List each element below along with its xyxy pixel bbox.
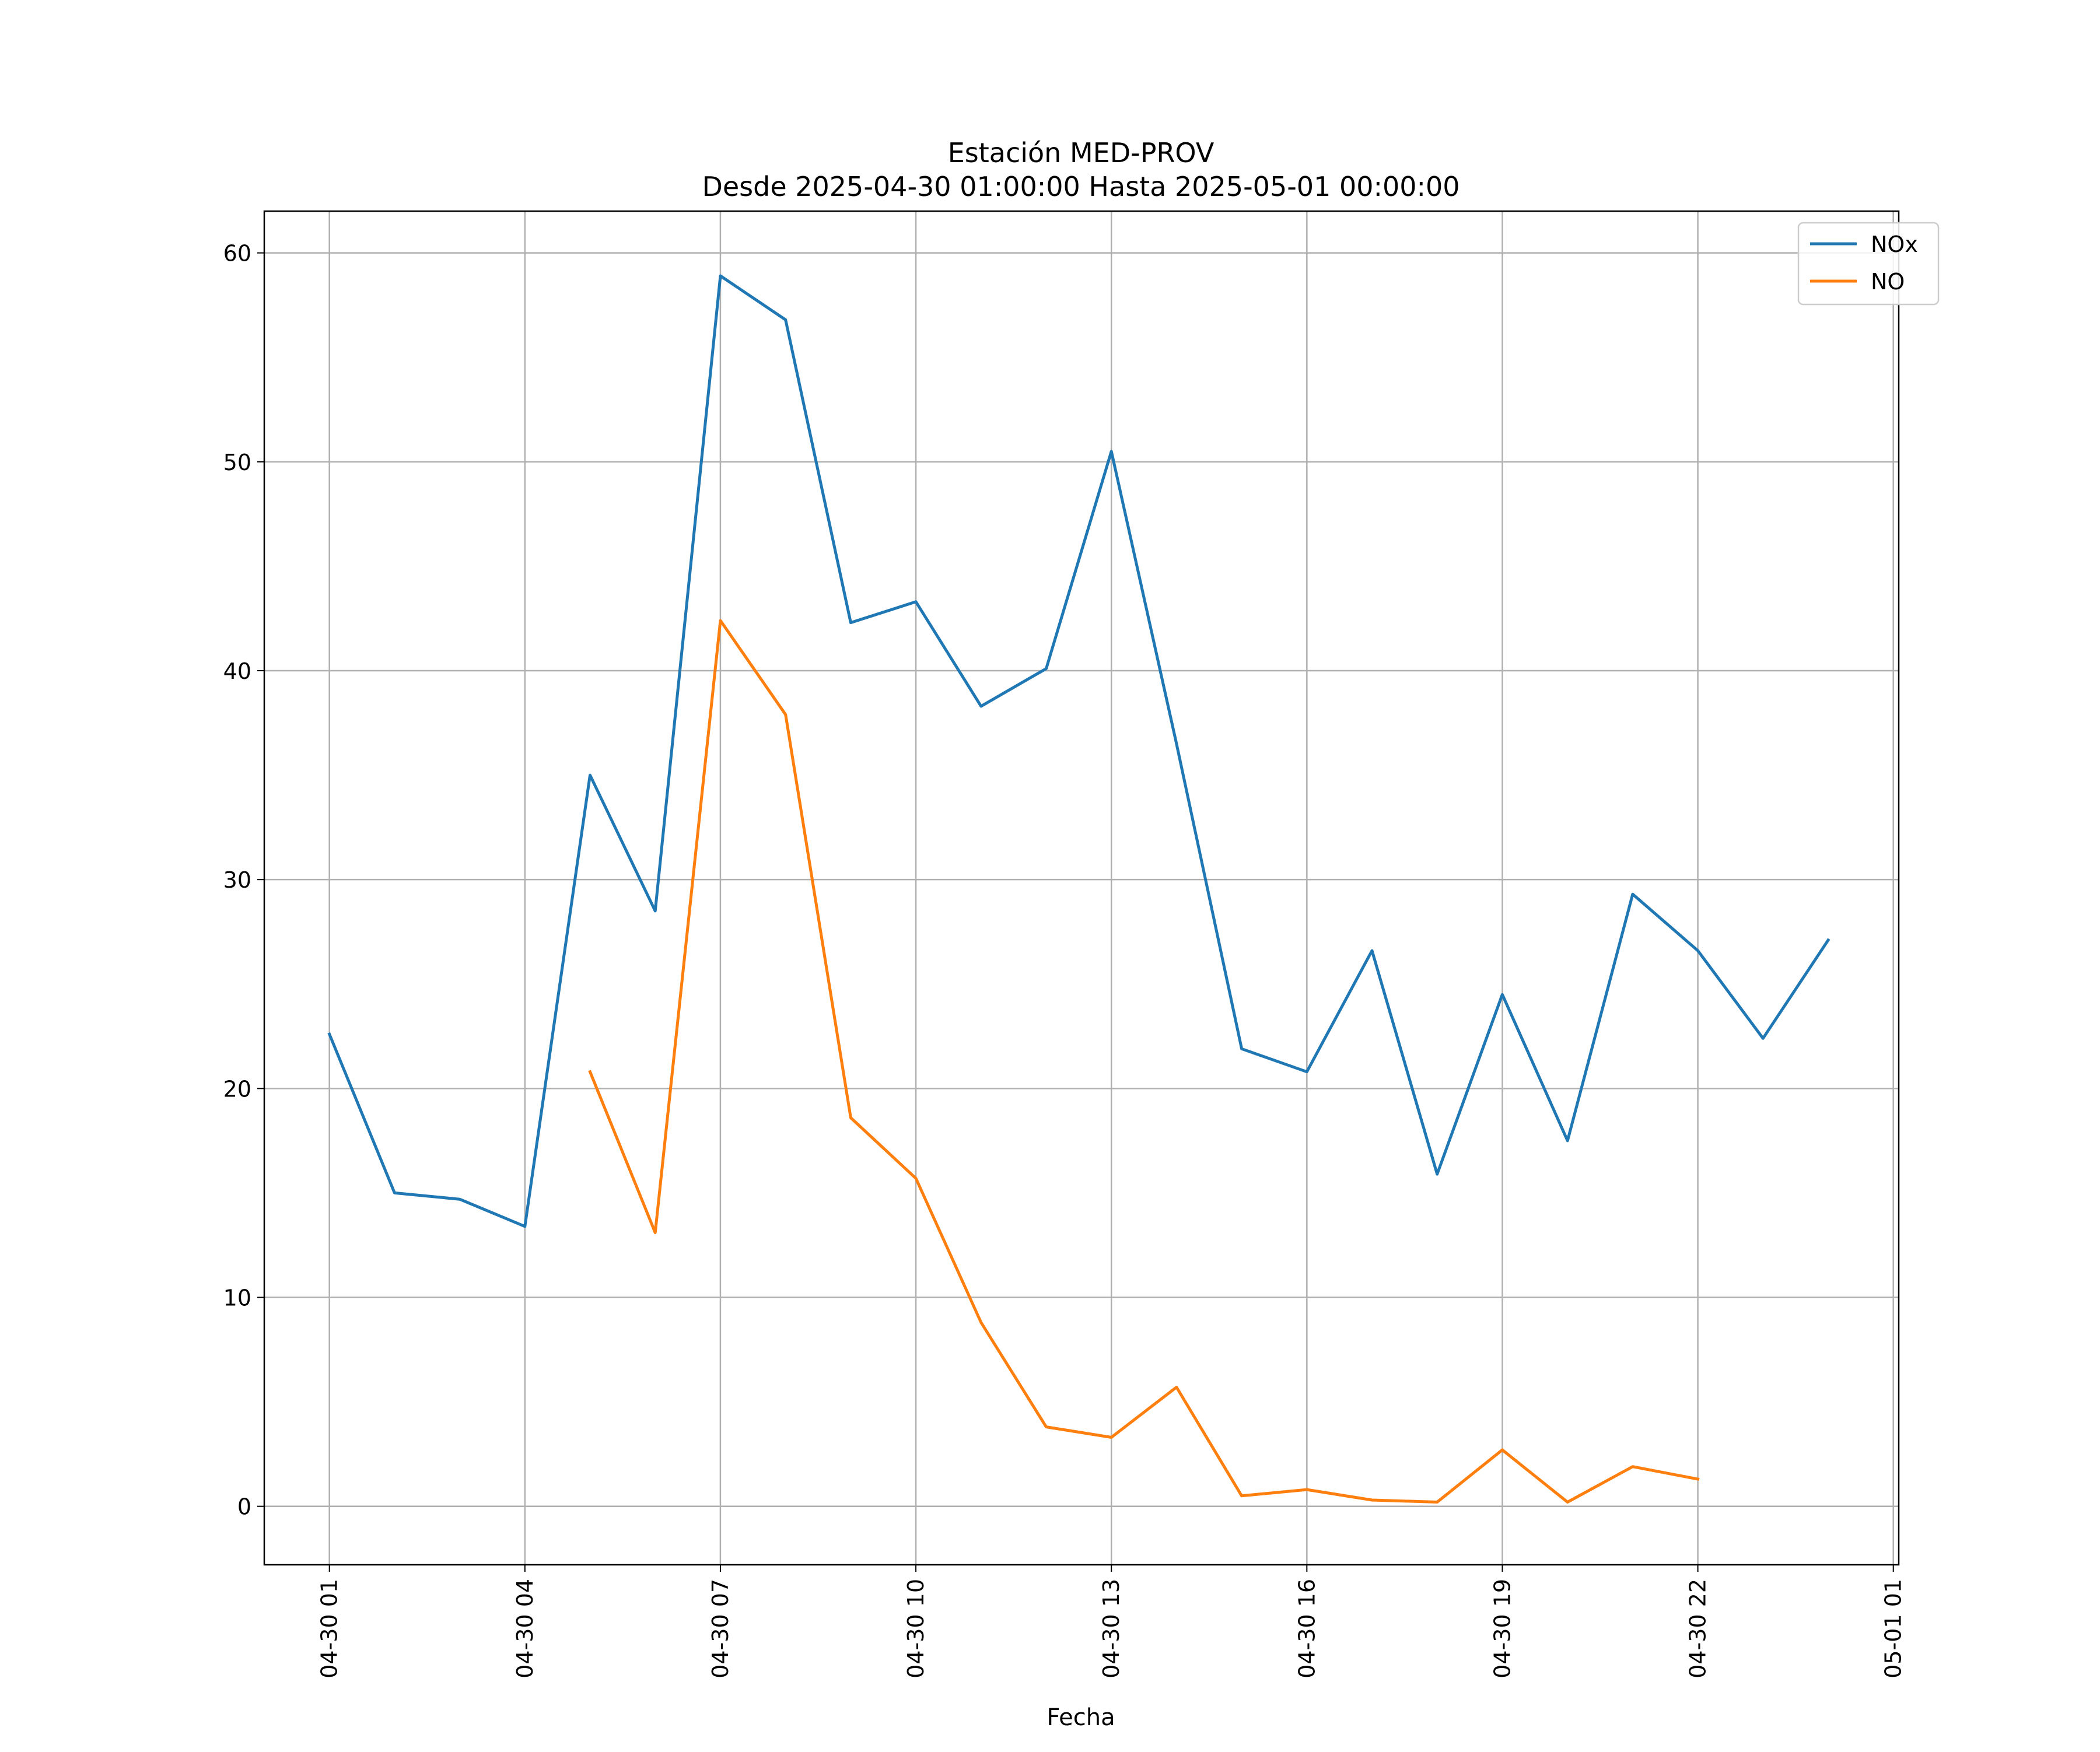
legend: NOx NO bbox=[1797, 222, 1940, 306]
grid bbox=[264, 211, 1899, 1565]
x-tick-label: 04-30 13 bbox=[1098, 1579, 1124, 1679]
y-tick-label: 0 bbox=[237, 1494, 251, 1520]
legend-label-no: NO bbox=[1871, 269, 1905, 295]
y-tick-label: 20 bbox=[223, 1076, 251, 1102]
series-lines bbox=[327, 274, 1831, 1504]
x-tick-label: 04-30 22 bbox=[1685, 1579, 1711, 1679]
plot-frame bbox=[263, 210, 1900, 1566]
series-line-nox bbox=[327, 274, 1831, 1228]
y-tick-label: 50 bbox=[223, 450, 251, 475]
y-tick-label: 60 bbox=[223, 241, 251, 267]
x-tick-label: 04-30 07 bbox=[708, 1579, 733, 1679]
x-tick-label: 05-01 01 bbox=[1881, 1579, 1906, 1679]
x-tick-label: 04-30 16 bbox=[1294, 1579, 1320, 1679]
series-line-no bbox=[588, 619, 1700, 1504]
y-tick-label: 30 bbox=[223, 867, 251, 893]
y-tick-label: 40 bbox=[223, 658, 251, 684]
chart-subtitle: Desde 2025-04-30 01:00:00 Hasta 2025-05-… bbox=[702, 171, 1460, 202]
legend-label-nox: NOx bbox=[1871, 232, 1918, 257]
axis-ticks: 0 10 20 30 40 50 60 04-30 01 04-30 04 04-30 07 04-… bbox=[223, 241, 1906, 1679]
x-tick-label: 04-30 19 bbox=[1489, 1579, 1515, 1679]
x-tick-label: 04-30 10 bbox=[903, 1579, 929, 1679]
chart-title: Estación MED-PROV bbox=[948, 137, 1214, 169]
x-tick-label: 04-30 04 bbox=[512, 1579, 538, 1679]
x-tick-label: 04-30 01 bbox=[317, 1579, 342, 1679]
y-tick-label: 10 bbox=[223, 1285, 251, 1311]
x-axis-label: Fecha bbox=[1046, 1704, 1115, 1731]
